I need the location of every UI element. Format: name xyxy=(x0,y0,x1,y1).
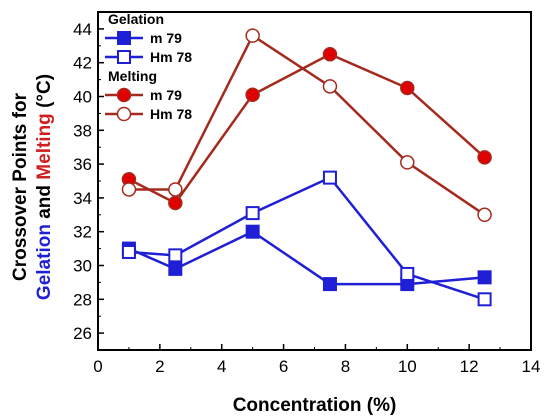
data-point xyxy=(400,80,415,96)
x-tick-label: 8 xyxy=(341,357,350,376)
data-point xyxy=(168,182,183,197)
legend-group-title: Melting xyxy=(108,68,157,84)
data-point xyxy=(117,50,131,64)
data-point xyxy=(477,150,492,165)
data-point xyxy=(168,195,183,211)
data-point xyxy=(245,224,260,239)
y-tick-label: 28 xyxy=(73,290,92,309)
data-point xyxy=(322,170,337,185)
series-line xyxy=(128,230,485,286)
data-point xyxy=(477,270,492,285)
x-tick-label: 0 xyxy=(93,357,102,376)
series-1 xyxy=(121,170,492,307)
legend: Gelation m 79 Hm 78 Melting m 79 Hm 78 xyxy=(105,11,192,122)
data-point xyxy=(245,28,260,43)
data-point xyxy=(477,207,492,223)
series-layer xyxy=(121,28,492,307)
data-point xyxy=(168,261,183,276)
y-axis-label-part: (°C) xyxy=(34,74,55,113)
data-point xyxy=(322,47,338,62)
data-point xyxy=(400,266,415,281)
y-axis-label-part: and xyxy=(34,180,55,224)
legend-entry: m 79 xyxy=(150,30,182,46)
y-tick-label: 36 xyxy=(73,155,92,174)
x-tick-label: 14 xyxy=(522,357,541,376)
x-tick-label: 12 xyxy=(460,357,479,376)
y-tick-label: 32 xyxy=(73,223,92,242)
y-tick-label: 26 xyxy=(73,324,92,343)
series-line xyxy=(128,33,486,216)
data-point xyxy=(477,292,492,307)
legend-entry: Hm 78 xyxy=(150,106,192,122)
data-point xyxy=(117,31,131,45)
x-tick-label: 2 xyxy=(155,357,164,376)
y-axis-label-line: Crossover Points for xyxy=(10,92,31,281)
series-2 xyxy=(121,47,492,211)
y-axis-label-part: Melting xyxy=(34,113,55,180)
data-point xyxy=(116,106,132,122)
series-line xyxy=(128,176,485,301)
y-tick-label: 44 xyxy=(73,20,92,39)
y-axis-label-part: Crossover Points for xyxy=(10,92,31,281)
plot-area: 0 2 4 6 8 10 12 14 26 28 30 32 34 36 38 40 42 44 xyxy=(73,11,541,376)
series-line xyxy=(128,52,486,205)
data-point xyxy=(121,182,137,197)
x-axis-label: Concentration (%) xyxy=(233,395,397,416)
y-tick-label: 38 xyxy=(73,121,92,140)
y-tick-label: 34 xyxy=(73,189,92,208)
legend-entry: Hm 78 xyxy=(150,49,192,65)
data-point xyxy=(121,244,136,259)
data-point xyxy=(245,206,260,221)
data-point xyxy=(168,248,183,263)
data-point xyxy=(322,277,337,292)
x-tick-label: 10 xyxy=(398,357,417,376)
y-tick-label: 30 xyxy=(73,257,92,276)
data-point xyxy=(245,87,260,103)
data-point xyxy=(400,155,415,170)
series-3 xyxy=(121,28,492,223)
legend-group-title: Gelation xyxy=(108,11,164,27)
data-point xyxy=(116,87,132,103)
y-tick-label: 40 xyxy=(73,88,92,107)
data-point xyxy=(322,79,338,94)
legend-entry: m 79 xyxy=(150,87,182,103)
y-axis-label-part: Gelation xyxy=(34,224,55,300)
x-tick-label: 6 xyxy=(279,357,288,376)
y-tick-label: 42 xyxy=(73,54,92,73)
x-tick-label: 4 xyxy=(217,357,226,376)
y-axis-label-line: Gelation and Melting (°C) xyxy=(34,74,55,300)
